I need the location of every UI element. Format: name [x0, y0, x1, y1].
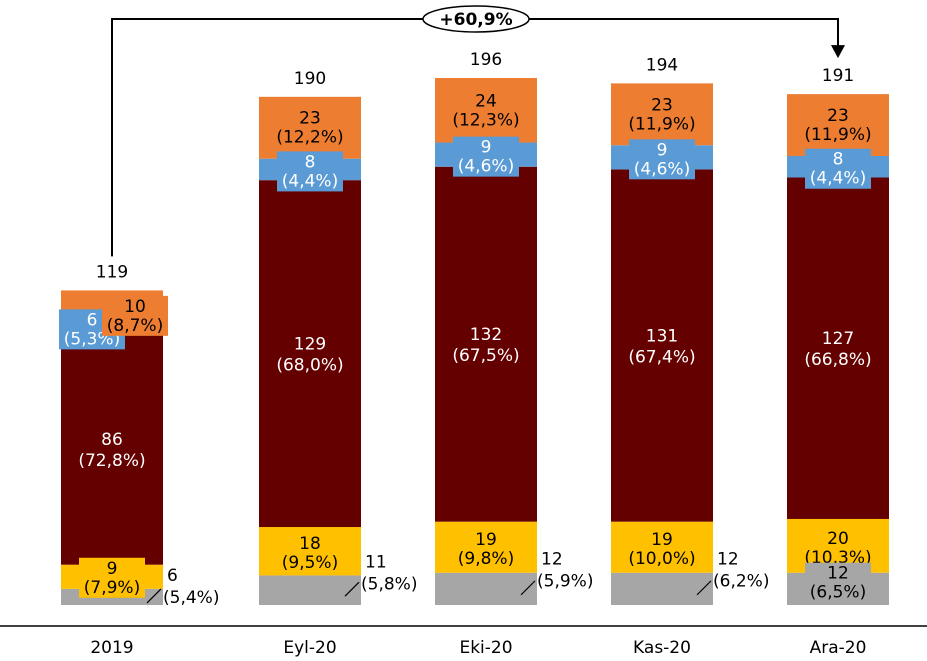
seg-blue-Ara-20-value: 8 — [833, 150, 844, 170]
seg-yellow-2019-value: 9 — [107, 559, 118, 579]
total-label-Eki-20: 196 — [470, 50, 502, 70]
seg-gray-value-Eyl-20: 11 — [365, 552, 387, 572]
seg-yellow-pct-Kas-20: (10,0%) — [628, 549, 695, 569]
growth-annotation: +60,9% — [111, 5, 845, 257]
bar-segment-Eki-20-s0 — [435, 572, 537, 605]
seg-yellow-value-Kas-20: 19 — [651, 530, 673, 550]
bar-segment-Eyl-20-s4 — [259, 96, 361, 159]
growth-arrowhead — [831, 45, 845, 59]
gray-leader-Eyl-20 — [344, 581, 360, 597]
seg-yellow-value-Ara-20: 20 — [827, 529, 849, 549]
seg-gray-pct-Kas-20: (6,2%) — [713, 572, 769, 592]
seg-blue-Eki-20-bg — [453, 136, 519, 177]
seg-orange-pct-Kas-20: (11,9%) — [628, 114, 695, 134]
seg-blue-Eki-20-pct: (4,6%) — [458, 157, 514, 177]
seg-orange-value-Kas-20: 23 — [651, 95, 673, 115]
bar-segment-2019-s2 — [61, 333, 163, 565]
category-label-2019: 2019 — [90, 638, 133, 658]
seg-blue-Ara-20-pct: (4,4%) — [810, 169, 866, 189]
seg-orange-pct-Eki-20: (12,3%) — [452, 110, 519, 130]
labels-layer: 11986(72,8%)9(7,9%)6(5,3%)10(8,7%)6(5,4%… — [59, 50, 872, 608]
seg-blue-Kas-20-value: 9 — [657, 140, 668, 160]
gray-leader-Eki-20 — [520, 580, 536, 596]
seg-yellow-pct-Eki-20: (9,8%) — [458, 549, 514, 569]
seg-main-value-2019: 86 — [101, 430, 123, 450]
gray-leader-2019 — [146, 588, 162, 604]
seg-gray-value-Eki-20: 12 — [541, 550, 563, 570]
seg-main-pct-Eki-20: (67,5%) — [452, 346, 519, 366]
category-label-Eki-20: Eki-20 — [459, 638, 512, 658]
seg-orange-2019-value: 10 — [124, 297, 146, 317]
seg-main-value-Eyl-20: 129 — [294, 335, 326, 355]
seg-blue-Eki-20-value: 9 — [481, 138, 492, 158]
seg-orange-value-Ara-20: 23 — [827, 106, 849, 126]
seg-yellow-2019-bg — [79, 557, 145, 598]
seg-gray-pct-Eyl-20: (5,8%) — [361, 574, 417, 594]
seg-blue-Kas-20-bg — [629, 139, 695, 180]
growth-badge — [422, 5, 530, 33]
seg-yellow-pct-Eyl-20: (9,5%) — [282, 553, 338, 573]
seg-blue-Eyl-20-bg — [277, 151, 343, 192]
seg-blue-2019-value: 6 — [87, 310, 98, 330]
bar-segment-Kas-20-s2 — [611, 169, 713, 522]
seg-orange-value-Eki-20: 24 — [475, 91, 497, 111]
seg-orange-pct-Eyl-20: (12,2%) — [276, 128, 343, 148]
bar-segment-Eyl-20-s2 — [259, 180, 361, 528]
seg-main-pct-2019: (72,8%) — [78, 451, 145, 471]
seg-gray-Ara-20-bg — [805, 562, 871, 603]
total-label-Ara-20: 191 — [822, 66, 854, 86]
seg-main-pct-Ara-20: (66,8%) — [804, 350, 871, 370]
seg-main-value-Ara-20: 127 — [822, 329, 854, 349]
gray-leader-Kas-20 — [696, 580, 712, 596]
seg-gray-Ara-20-pct: (6,5%) — [810, 583, 866, 603]
bar-segment-Ara-20-s4 — [787, 94, 889, 156]
seg-main-pct-Eyl-20: (68,0%) — [276, 356, 343, 376]
seg-yellow-value-Eyl-20: 18 — [299, 534, 321, 554]
category-label-Ara-20: Ara-20 — [810, 638, 867, 658]
seg-main-value-Eki-20: 132 — [470, 325, 502, 345]
total-label-Eyl-20: 190 — [294, 69, 326, 89]
bar-segment-Eyl-20-s0 — [259, 575, 361, 605]
seg-yellow-value-Eki-20: 19 — [475, 530, 497, 550]
seg-main-pct-Kas-20: (67,4%) — [628, 348, 695, 368]
total-label-2019: 119 — [96, 262, 128, 282]
seg-orange-pct-Ara-20: (11,9%) — [804, 125, 871, 145]
seg-gray-value-Kas-20: 12 — [717, 550, 739, 570]
bar-segment-Kas-20-s1 — [611, 521, 713, 573]
seg-blue-Kas-20-pct: (4,6%) — [634, 159, 690, 179]
seg-blue-Eyl-20-pct: (4,4%) — [282, 171, 338, 191]
seg-gray-value-2019: 6 — [167, 566, 178, 586]
bar-segment-Eki-20-s1 — [435, 521, 537, 573]
seg-gray-pct-2019: (5,4%) — [163, 588, 219, 608]
total-label-Kas-20: 194 — [646, 55, 678, 75]
seg-gray-Ara-20-value: 12 — [827, 564, 849, 584]
seg-yellow-2019-pct: (7,9%) — [84, 578, 140, 598]
category-label-Kas-20: Kas-20 — [633, 638, 691, 658]
bar-segment-Eyl-20-s1 — [259, 527, 361, 576]
seg-orange-2019-pct: (8,7%) — [107, 316, 163, 336]
seg-main-value-Kas-20: 131 — [646, 327, 678, 347]
bar-segment-Kas-20-s0 — [611, 572, 713, 605]
growth-label: +60,9% — [439, 10, 512, 30]
category-label-Eyl-20: Eyl-20 — [283, 638, 336, 658]
bar-segment-Eki-20-s2 — [435, 166, 537, 522]
seg-orange-value-Eyl-20: 23 — [299, 109, 321, 129]
bar-segment-Eki-20-s4 — [435, 78, 537, 143]
seg-gray-pct-Eki-20: (5,9%) — [537, 572, 593, 592]
seg-orange-2019-bg — [102, 295, 168, 336]
bar-segment-Kas-20-s4 — [611, 83, 713, 146]
bar-segment-Ara-20-s2 — [787, 177, 889, 519]
seg-blue-Eyl-20-value: 8 — [305, 152, 316, 172]
seg-blue-Ara-20-bg — [805, 148, 871, 189]
category-labels-layer: 2019 Eyl-20 Eki-20 Kas-20 Ara-20 — [90, 638, 866, 658]
